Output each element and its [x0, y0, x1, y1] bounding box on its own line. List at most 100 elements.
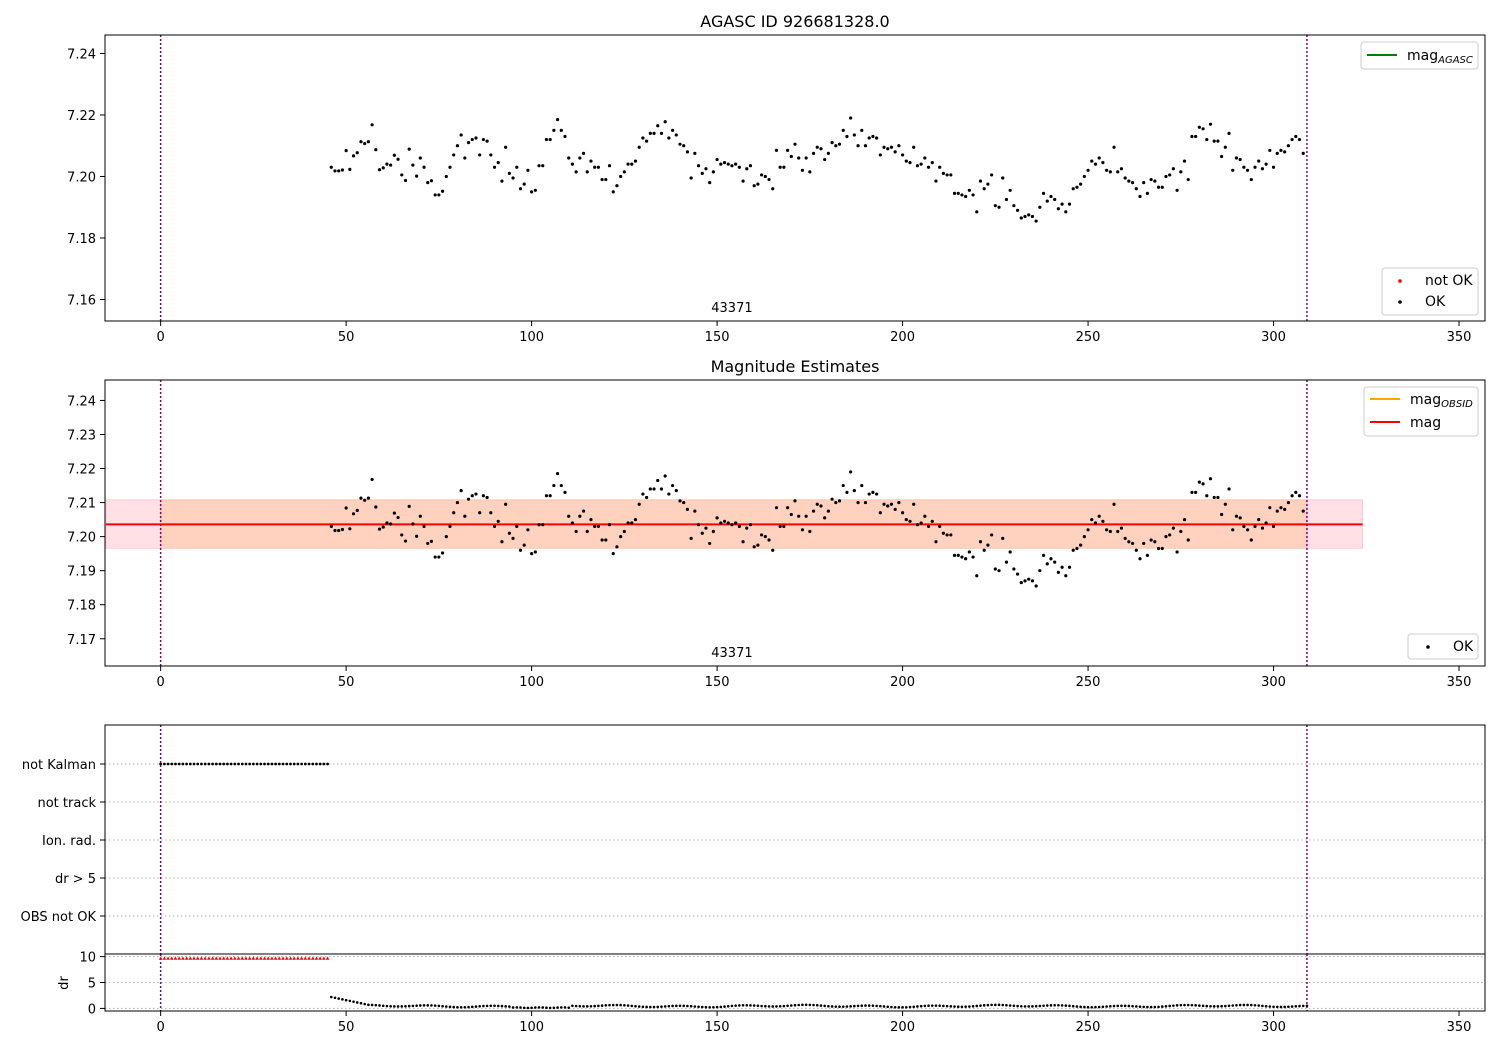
dr-point	[567, 1006, 571, 1009]
legend-ok-marker	[1426, 645, 1430, 649]
dr-point	[890, 1005, 893, 1009]
ok-point	[1164, 535, 1168, 539]
ok-point	[659, 131, 664, 136]
ok-point	[685, 150, 690, 154]
ok-point	[875, 136, 879, 140]
ok-point	[882, 502, 886, 506]
ok-point	[363, 498, 367, 502]
ok-point	[756, 543, 760, 547]
panel-2-frame	[104, 379, 1486, 667]
ok-point	[997, 205, 1001, 209]
ok-point	[771, 548, 775, 552]
dr-exceeded-marker	[210, 956, 215, 960]
ok-point	[875, 492, 879, 496]
ok-point	[667, 136, 671, 140]
dr-point	[812, 1003, 815, 1007]
ok-point	[626, 521, 630, 525]
ok-point	[1279, 148, 1283, 152]
dr-point	[1153, 1005, 1157, 1009]
ok-point	[826, 151, 830, 155]
ok-point	[359, 140, 363, 144]
dr-point	[930, 1004, 934, 1007]
dr-exceeded-marker	[233, 956, 237, 960]
dr-point	[1101, 1005, 1105, 1009]
x-tick-label: 250	[1076, 1020, 1101, 1035]
ok-point	[533, 550, 537, 554]
ok-point	[863, 144, 868, 148]
dr-point	[715, 1005, 719, 1009]
ok-point	[663, 474, 667, 478]
ok-point	[771, 187, 775, 191]
ok-point	[830, 497, 834, 501]
ok-point	[1038, 205, 1042, 209]
ok-point	[745, 167, 749, 171]
dr-point	[1246, 1003, 1249, 1007]
not-kalman-point	[233, 762, 237, 766]
dr-point	[771, 1005, 775, 1008]
ok-point	[466, 497, 471, 501]
ok-point	[1294, 134, 1298, 139]
ok-point	[507, 171, 511, 175]
ok-point	[518, 187, 523, 191]
ok-point	[440, 189, 445, 193]
dr-point	[808, 1003, 812, 1007]
dr-point	[697, 1005, 700, 1009]
dr-point	[582, 1005, 585, 1008]
dr-point	[786, 1004, 789, 1008]
y-tick-label: 7.18	[67, 232, 96, 247]
ok-point	[1268, 506, 1272, 510]
ok-point	[1149, 177, 1153, 182]
ok-point	[1090, 159, 1094, 163]
dr-point	[819, 1004, 823, 1007]
ok-point	[470, 137, 474, 142]
not-kalman-point	[300, 762, 304, 766]
ok-point	[1075, 185, 1079, 189]
dr-point	[997, 1003, 1001, 1007]
ok-point	[422, 524, 426, 529]
ok-point	[1049, 557, 1053, 561]
ok-point	[489, 153, 493, 157]
ok-point	[593, 524, 597, 529]
ok-point	[789, 154, 793, 159]
ok-point	[715, 516, 719, 520]
ok-point	[429, 179, 434, 183]
dr-exceeded-marker	[192, 956, 196, 960]
ok-point	[344, 506, 348, 510]
ok-point	[926, 524, 931, 529]
ok-point	[800, 528, 805, 532]
dr-point	[1298, 1004, 1301, 1008]
ok-point	[1134, 548, 1138, 552]
ok-point	[1286, 500, 1290, 505]
ok-point	[1034, 219, 1038, 223]
ok-point	[452, 511, 456, 515]
ok-point	[548, 494, 552, 498]
ok-point	[574, 529, 578, 534]
flag-row-label: not track	[37, 796, 96, 811]
ok-point	[630, 521, 634, 525]
ok-point	[856, 144, 860, 148]
dr-point	[545, 1006, 548, 1010]
panel-3-not-kalman-points	[159, 762, 329, 766]
ok-point	[785, 506, 790, 510]
dr-point	[437, 1004, 441, 1008]
dr-point	[1001, 1003, 1005, 1007]
ok-point	[667, 492, 671, 496]
y-tick-label: 7.21	[67, 497, 96, 512]
ok-point	[1290, 137, 1294, 142]
ok-point	[559, 128, 563, 132]
dr-point	[1086, 1005, 1090, 1009]
ok-point	[704, 526, 708, 530]
ok-point	[693, 151, 697, 155]
dr-point	[615, 1003, 619, 1007]
ok-point	[919, 521, 923, 525]
dr-point	[359, 1001, 363, 1005]
ok-point	[448, 165, 452, 169]
panel-1-points	[329, 116, 1305, 223]
ok-point	[1060, 565, 1064, 569]
ok-point	[1123, 536, 1127, 540]
ok-point	[444, 174, 448, 179]
ok-point	[1194, 490, 1198, 494]
ok-point	[682, 144, 686, 148]
ok-point	[544, 137, 549, 142]
dr-point	[352, 1000, 355, 1003]
